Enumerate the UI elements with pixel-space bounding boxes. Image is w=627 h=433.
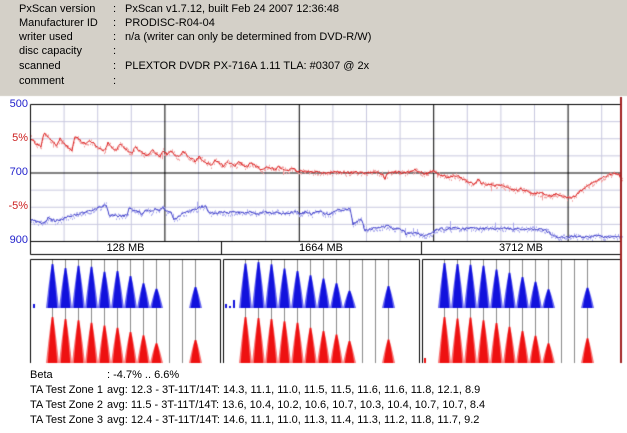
beta-label: Beta — [30, 369, 53, 381]
ta-zone-3-label: TA Test Zone 3 — [30, 414, 103, 426]
zone-label-1: 128 MB — [106, 242, 145, 254]
y-axis-label-5pct: 5% — [12, 132, 28, 144]
info-value: PRODISC-R04-04 — [125, 17, 215, 29]
ta-zone-1-values: avg: 12.3 - 3T-11T/14T: 14.3, 11.1, 11.0… — [107, 384, 481, 396]
ta-zone-2-label: TA Test Zone 2 — [30, 399, 103, 411]
info-colon: : — [113, 3, 117, 15]
info-label: Manufacturer ID — [19, 17, 98, 29]
info-colon: : — [113, 75, 117, 87]
info-value: PLEXTOR DVDR PX-716A 1.11 TLA: #0307 @ 2… — [125, 60, 370, 72]
ta-zone-1-label: TA Test Zone 1 — [30, 384, 103, 396]
info-label: comment — [19, 75, 65, 87]
y-axis-label-neg5pct: -5% — [8, 200, 28, 212]
ta-zone-2-values: avg: 11.5 - 3T-11T/14T: 13.6, 10.4, 10.2… — [107, 399, 486, 411]
info-label: scanned — [19, 60, 61, 72]
info-label: disc capacity — [19, 45, 82, 57]
zone-label-3: 3712 MB — [498, 242, 544, 254]
y-axis-label-500: 500 — [9, 98, 28, 110]
y-axis-label-900: 900 — [9, 234, 28, 246]
info-colon: : — [113, 31, 117, 43]
y-axis-label-700: 700 — [9, 166, 28, 178]
info-colon: : — [113, 45, 117, 57]
info-label: PxScan version — [19, 3, 96, 15]
info-colon: : — [113, 17, 117, 29]
info-value: n/a (writer can only be determined from … — [125, 31, 372, 43]
zone-label-2: 1664 MB — [298, 242, 344, 254]
info-label: writer used — [19, 31, 73, 43]
beta-value: : -4.7% .. 6.6% — [107, 369, 180, 381]
info-value: PxScan v1.7.12, built Feb 24 2007 12:36:… — [125, 3, 340, 15]
ta-zone-3-values: avg: 12.4 - 3T-11T/14T: 14.6, 11.1, 11.0… — [107, 414, 480, 426]
info-colon: : — [113, 60, 117, 72]
